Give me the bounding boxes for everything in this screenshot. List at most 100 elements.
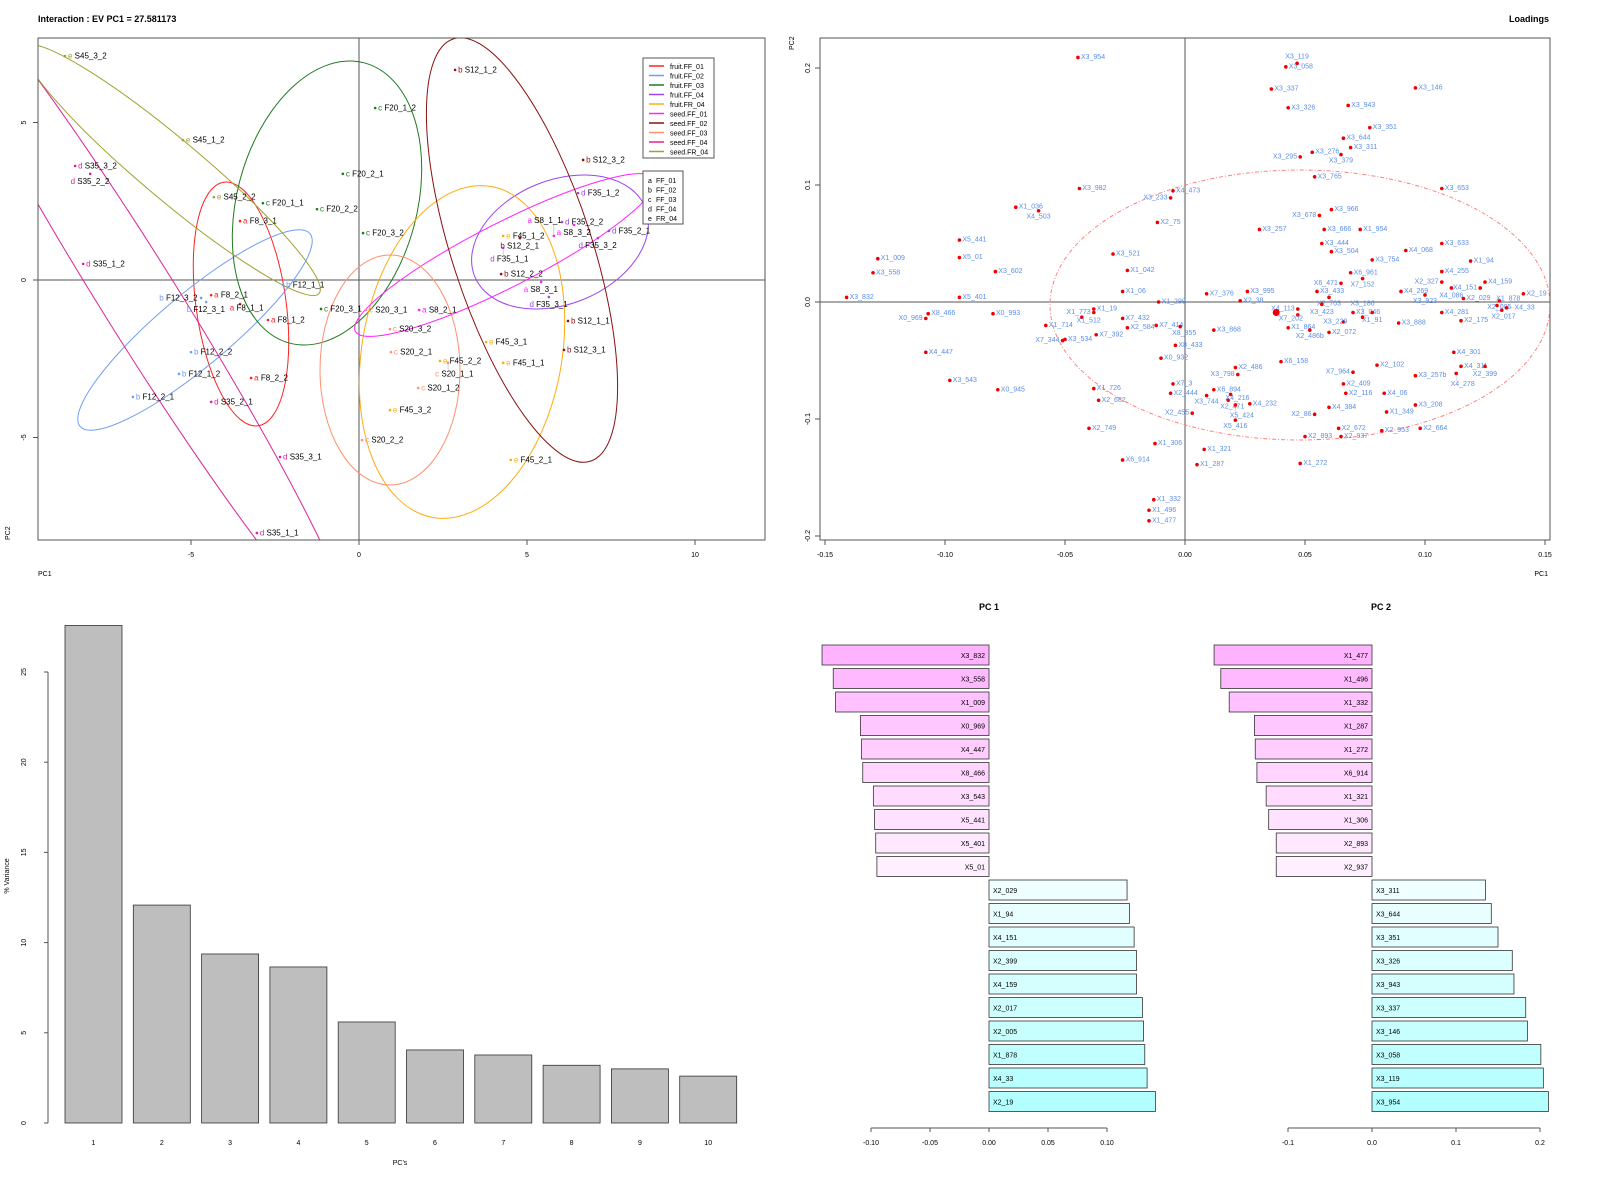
score-point-label: d F35_3_1: [529, 300, 568, 309]
loading-label: X1_06: [1126, 288, 1146, 295]
loading-marker: [1190, 411, 1194, 415]
loading-label: X3_798: [1211, 371, 1235, 378]
score-point: c S20_1_2: [416, 384, 460, 393]
score-point-dot: [501, 246, 505, 250]
loading-label: X0_993: [996, 310, 1020, 317]
score-point: c S20_2_2: [360, 436, 404, 445]
score-point-label: d F35_2_2: [565, 218, 604, 227]
loading-point: X4_447: [924, 349, 953, 356]
score-point-group-letter: a: [557, 228, 564, 237]
loading-point: X4_311: [1459, 363, 1488, 370]
legend-letter: a: [648, 178, 652, 185]
score-point-dot: [518, 236, 522, 240]
loading-point: X6_961: [1348, 269, 1378, 276]
score-point-dot: [255, 531, 259, 535]
score-point-group-letter: e: [217, 193, 224, 202]
loading-marker: [1315, 289, 1319, 294]
loading-marker: [1468, 259, 1473, 263]
score-point: a F8_3_1: [238, 217, 277, 226]
score-point: b S12_2_2: [499, 270, 543, 279]
loading-point: X1_19: [1092, 306, 1117, 313]
score-point-dot: [373, 106, 377, 110]
loading-marker: [1308, 328, 1312, 332]
pc1-bar-label: X2_399: [993, 959, 1017, 966]
loading-marker: [1236, 372, 1240, 377]
loading-label: X0_969: [899, 315, 923, 322]
loading-marker: [1380, 428, 1384, 433]
loading-marker: [1152, 497, 1156, 502]
loading-point: X2_455: [1165, 410, 1194, 417]
ellipse-fruit-ff_03: [231, 60, 423, 346]
legend-label: fruit.FF_03: [670, 83, 704, 90]
score-point-dot: [315, 207, 319, 211]
score-point-label: a F8_2_2: [254, 373, 288, 382]
loading-label: X3_868: [1217, 327, 1241, 334]
scree-bar: [679, 1075, 738, 1124]
loading-marker: [1238, 299, 1242, 303]
pc2-bar-label: X2_893: [1344, 841, 1368, 848]
score-point-label: d S35_3_2: [78, 161, 117, 170]
score-ytick-label: 0: [21, 278, 28, 282]
loading-marker: [1336, 426, 1341, 431]
loading-label: X2_672: [1342, 425, 1366, 432]
loading-marker: [1286, 325, 1290, 330]
score-point-dot: [341, 172, 345, 176]
score-point-label: b S12_2_2: [504, 270, 543, 279]
loading-label: X1_954: [1363, 226, 1387, 233]
loading-label: X2_444: [1174, 390, 1198, 397]
score-point: b F12_2_2: [189, 348, 233, 357]
loading-label: X4_06: [1387, 390, 1407, 397]
loading-label: X3_644: [1346, 135, 1370, 142]
loading-marker: [1423, 293, 1427, 297]
loading-label: X5_401: [962, 294, 986, 301]
loading-label: X7_3: [1176, 380, 1192, 387]
pc1-bar: [988, 997, 1143, 1018]
score-point-group-letter: c: [266, 199, 272, 208]
loading-label: X6_471: [1314, 280, 1338, 287]
score-point-dot: [204, 300, 208, 304]
loading-point: X2_005: [1487, 299, 1512, 311]
pc1-bar: [988, 903, 1130, 924]
loading-marker: [1248, 401, 1252, 406]
loadings-xtick-label: 0.15: [1538, 552, 1552, 559]
loading-label: X1_477: [1152, 517, 1176, 524]
loading-marker: [1204, 393, 1209, 398]
loading-label: X4_216: [1225, 395, 1249, 402]
loading-point: X3_744: [1194, 393, 1219, 406]
score-xtick-label: 0: [357, 552, 361, 559]
scree-xtick-label: 8: [570, 1140, 574, 1147]
score-point-dot: [446, 361, 450, 365]
loading-point: X4_086: [1439, 286, 1464, 299]
loading-marker: [1320, 302, 1324, 307]
pc2-bar-label: X1_496: [1344, 677, 1368, 684]
loading-marker: [1497, 299, 1502, 303]
loading-label: X2_399: [1473, 371, 1497, 378]
score-point-group-letter: e: [186, 136, 193, 145]
loading-marker: [1257, 227, 1262, 232]
loading-marker: [1459, 364, 1463, 369]
loading-point: X6_914: [1120, 456, 1150, 463]
loading-label: X1_878: [1496, 295, 1520, 302]
loading-label: X4_278: [1451, 381, 1475, 388]
score-ytick-label: -5: [21, 434, 28, 440]
loading-point: X5_424: [1230, 403, 1254, 420]
loading-point: X1_349: [1384, 408, 1414, 415]
score-point-group-letter: c: [320, 205, 326, 214]
loading-marker: [1228, 392, 1233, 397]
score-point: d S35_2_2: [71, 172, 110, 186]
loading-label: X3_832: [850, 294, 874, 301]
pc1-tick-label: -0.05: [922, 1140, 938, 1147]
loading-label: X2_38: [1243, 297, 1263, 304]
score-point-dot: [438, 359, 442, 363]
score-ytick-label: 5: [21, 120, 28, 124]
pc2-bar: [1268, 809, 1373, 830]
score-point-group-letter: a: [230, 303, 237, 312]
score-point-dot: [88, 172, 92, 176]
scree-ytick-label: 15: [21, 848, 28, 856]
loading-point: X4_33: [1504, 304, 1535, 311]
score-point: b S12_1_2: [453, 65, 497, 74]
score-point-dot: [360, 438, 364, 442]
pc2-bar-label: X3_351: [1376, 935, 1400, 942]
ellipse-fruit-fr_04: [358, 185, 566, 519]
score-point-group-letter: d: [490, 255, 497, 264]
